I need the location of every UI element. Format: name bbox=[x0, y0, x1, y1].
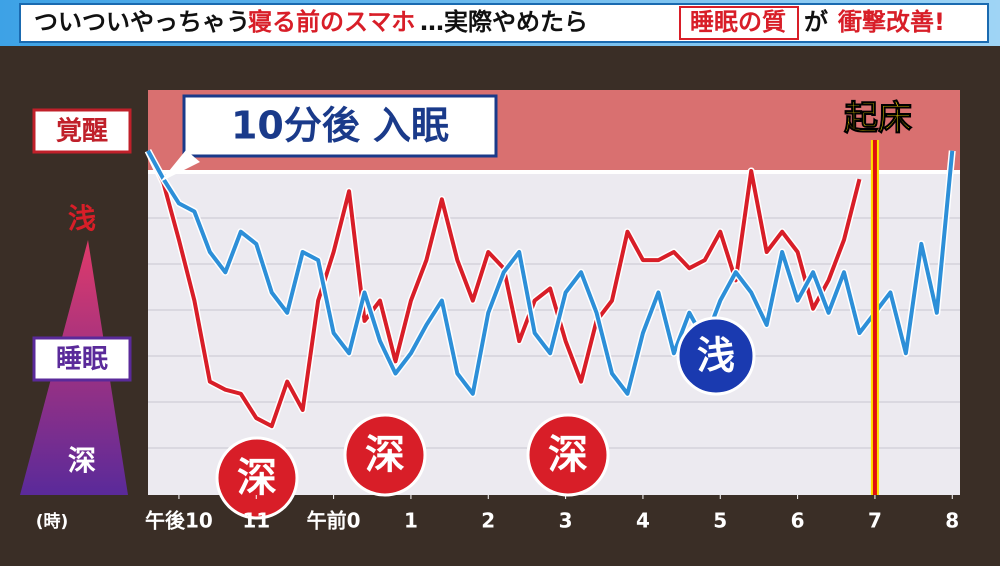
x-tick-label: 7 bbox=[868, 509, 882, 533]
y-label: 浅 bbox=[68, 202, 96, 235]
x-tick-label: 午後10 bbox=[145, 509, 213, 533]
title-part: ついついやっちゃう bbox=[34, 8, 250, 36]
title-part: 睡眠の質 bbox=[690, 8, 786, 36]
series-line bbox=[146, 149, 955, 396]
annotation-box bbox=[182, 94, 498, 158]
plot bbox=[144, 140, 960, 495]
y-label: 深 bbox=[68, 444, 96, 477]
badge bbox=[343, 413, 427, 497]
title-part: 寝る前のスマホ bbox=[248, 8, 415, 36]
annotation: 深 bbox=[548, 432, 588, 478]
arrow bbox=[160, 150, 200, 182]
label-box bbox=[32, 108, 132, 154]
x-tick-label: 3 bbox=[559, 509, 573, 533]
annotation: 深 bbox=[237, 455, 277, 501]
label-box bbox=[32, 336, 132, 382]
x-tick-label: 1 bbox=[404, 509, 418, 533]
badge bbox=[676, 316, 756, 396]
title-highlight bbox=[679, 6, 799, 40]
banner-box bbox=[19, 3, 989, 43]
annotation: 深 bbox=[365, 432, 405, 478]
y-label: 覚醒 bbox=[56, 117, 108, 147]
x-tick-label: 5 bbox=[713, 509, 727, 533]
x-tick-label: 2 bbox=[481, 509, 495, 533]
x-tick-label: 4 bbox=[636, 509, 650, 533]
annotation: 浅 bbox=[697, 334, 735, 378]
x-tick-label: 6 bbox=[791, 509, 805, 533]
y-label: 睡眠 bbox=[56, 345, 108, 375]
x-axis-label: (時) bbox=[36, 511, 69, 532]
title-part: …実際やめたら bbox=[420, 8, 588, 36]
annotation: 起床 bbox=[844, 99, 912, 139]
x-tick-label: 午前0 bbox=[307, 509, 361, 533]
annotation: 10分後 入眠 bbox=[231, 104, 449, 148]
badge bbox=[215, 436, 299, 520]
title-part: 衝撃改善! bbox=[837, 8, 945, 36]
title-part: が bbox=[804, 8, 828, 36]
x-tick-label: 8 bbox=[945, 509, 959, 533]
x-tick-label: 11 bbox=[242, 509, 270, 533]
badge bbox=[526, 413, 610, 497]
